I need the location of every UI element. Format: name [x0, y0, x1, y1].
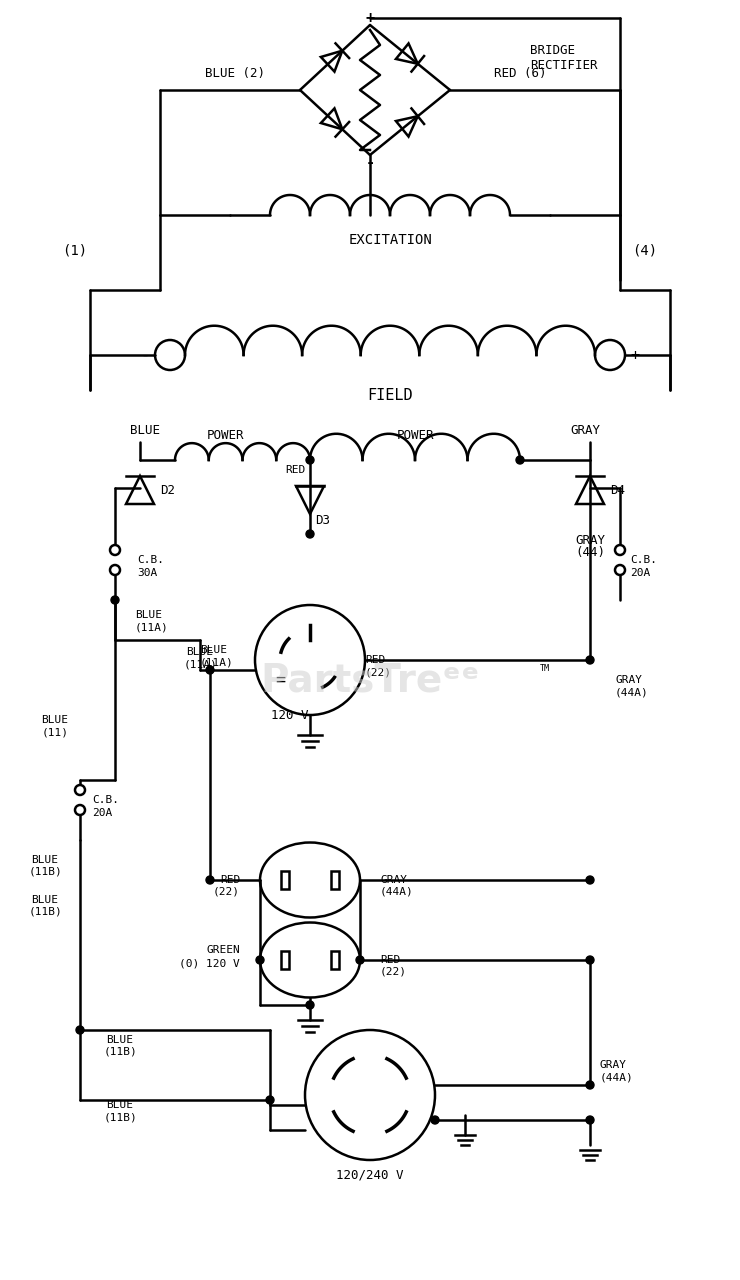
Text: C.B.: C.B. — [92, 795, 119, 805]
Text: (11B): (11B) — [28, 908, 62, 916]
Text: GRAY: GRAY — [600, 1060, 627, 1070]
Text: 20A: 20A — [630, 568, 650, 579]
Text: GRAY: GRAY — [570, 424, 600, 436]
Text: (4): (4) — [633, 243, 658, 257]
Circle shape — [586, 876, 594, 884]
Text: BRIDGE: BRIDGE — [530, 44, 575, 56]
Circle shape — [586, 1082, 594, 1089]
Text: RED (6): RED (6) — [494, 67, 546, 79]
Text: TM: TM — [540, 663, 550, 672]
Circle shape — [431, 1116, 439, 1124]
Circle shape — [586, 956, 594, 964]
Text: BLUE: BLUE — [107, 1100, 133, 1110]
Text: BLUE: BLUE — [135, 611, 162, 620]
Bar — [281, 951, 289, 969]
Text: (11B): (11B) — [28, 867, 62, 877]
Circle shape — [256, 956, 264, 964]
Text: FIELD: FIELD — [367, 388, 413, 402]
Circle shape — [586, 657, 594, 664]
Text: 120/240 V: 120/240 V — [336, 1169, 404, 1181]
Circle shape — [306, 456, 314, 465]
Text: (44A): (44A) — [380, 887, 414, 897]
Circle shape — [75, 805, 85, 815]
Text: +: + — [630, 347, 639, 362]
Text: +: + — [366, 10, 374, 26]
Text: (11): (11) — [41, 727, 69, 737]
Text: (44A): (44A) — [615, 687, 649, 698]
Text: -: - — [141, 347, 149, 362]
Text: =: = — [275, 671, 285, 689]
Circle shape — [615, 564, 625, 575]
Text: (22): (22) — [380, 966, 407, 977]
Circle shape — [615, 545, 625, 556]
Text: (22): (22) — [213, 887, 240, 897]
Circle shape — [206, 666, 214, 675]
Text: BLUE: BLUE — [200, 645, 227, 655]
Text: (11B): (11B) — [103, 1047, 137, 1057]
Text: RED: RED — [380, 955, 400, 965]
Text: BLUE: BLUE — [32, 855, 58, 865]
Circle shape — [76, 1027, 84, 1034]
Text: POWER: POWER — [396, 429, 434, 442]
Text: C.B.: C.B. — [137, 556, 164, 564]
Circle shape — [586, 1116, 594, 1124]
Bar — [331, 870, 339, 890]
Text: (44A): (44A) — [600, 1073, 633, 1082]
Text: GRAY: GRAY — [380, 876, 407, 884]
Circle shape — [110, 564, 120, 575]
Circle shape — [206, 876, 214, 884]
Text: (1): (1) — [62, 243, 87, 257]
Circle shape — [356, 956, 364, 964]
Text: BLUE: BLUE — [107, 1036, 133, 1044]
Text: D4: D4 — [610, 484, 625, 497]
Circle shape — [110, 545, 120, 556]
Text: (11A): (11A) — [135, 622, 169, 632]
Text: C.B.: C.B. — [630, 556, 657, 564]
Circle shape — [516, 456, 524, 465]
Text: 20A: 20A — [92, 808, 112, 818]
Text: RED: RED — [285, 465, 305, 475]
Text: (11A): (11A) — [183, 659, 217, 669]
Text: RECTIFIER: RECTIFIER — [530, 59, 597, 72]
Circle shape — [306, 530, 314, 538]
Text: BLUE: BLUE — [32, 895, 58, 905]
Text: (11B): (11B) — [103, 1112, 137, 1123]
Text: BLUE: BLUE — [186, 646, 214, 657]
Text: BLUE: BLUE — [130, 424, 160, 436]
Text: (22): (22) — [365, 667, 392, 677]
Circle shape — [75, 785, 85, 795]
Text: D2: D2 — [160, 484, 175, 497]
Text: (0) 120 V: (0) 120 V — [179, 957, 240, 968]
Text: RED: RED — [220, 876, 240, 884]
Text: GREEN: GREEN — [206, 945, 240, 955]
Text: -: - — [366, 155, 374, 169]
Text: PartsTreᵉᵉ: PartsTreᵉᵉ — [260, 660, 480, 699]
Text: (44): (44) — [575, 545, 605, 558]
Circle shape — [306, 1001, 314, 1009]
Text: GRAY: GRAY — [575, 534, 605, 547]
Text: POWER: POWER — [206, 429, 243, 442]
Text: RED: RED — [365, 655, 386, 666]
Text: 30A: 30A — [137, 568, 158, 579]
Text: 120 V: 120 V — [272, 709, 309, 722]
Text: (11A): (11A) — [200, 657, 234, 667]
Text: EXCITATION: EXCITATION — [348, 233, 432, 247]
Text: BLUE: BLUE — [41, 716, 69, 724]
Circle shape — [111, 596, 119, 604]
Text: GRAY: GRAY — [615, 675, 642, 685]
Bar — [331, 951, 339, 969]
Bar — [281, 870, 289, 890]
Text: D3: D3 — [315, 513, 330, 526]
Circle shape — [266, 1096, 274, 1103]
Text: BLUE (2): BLUE (2) — [205, 67, 265, 79]
